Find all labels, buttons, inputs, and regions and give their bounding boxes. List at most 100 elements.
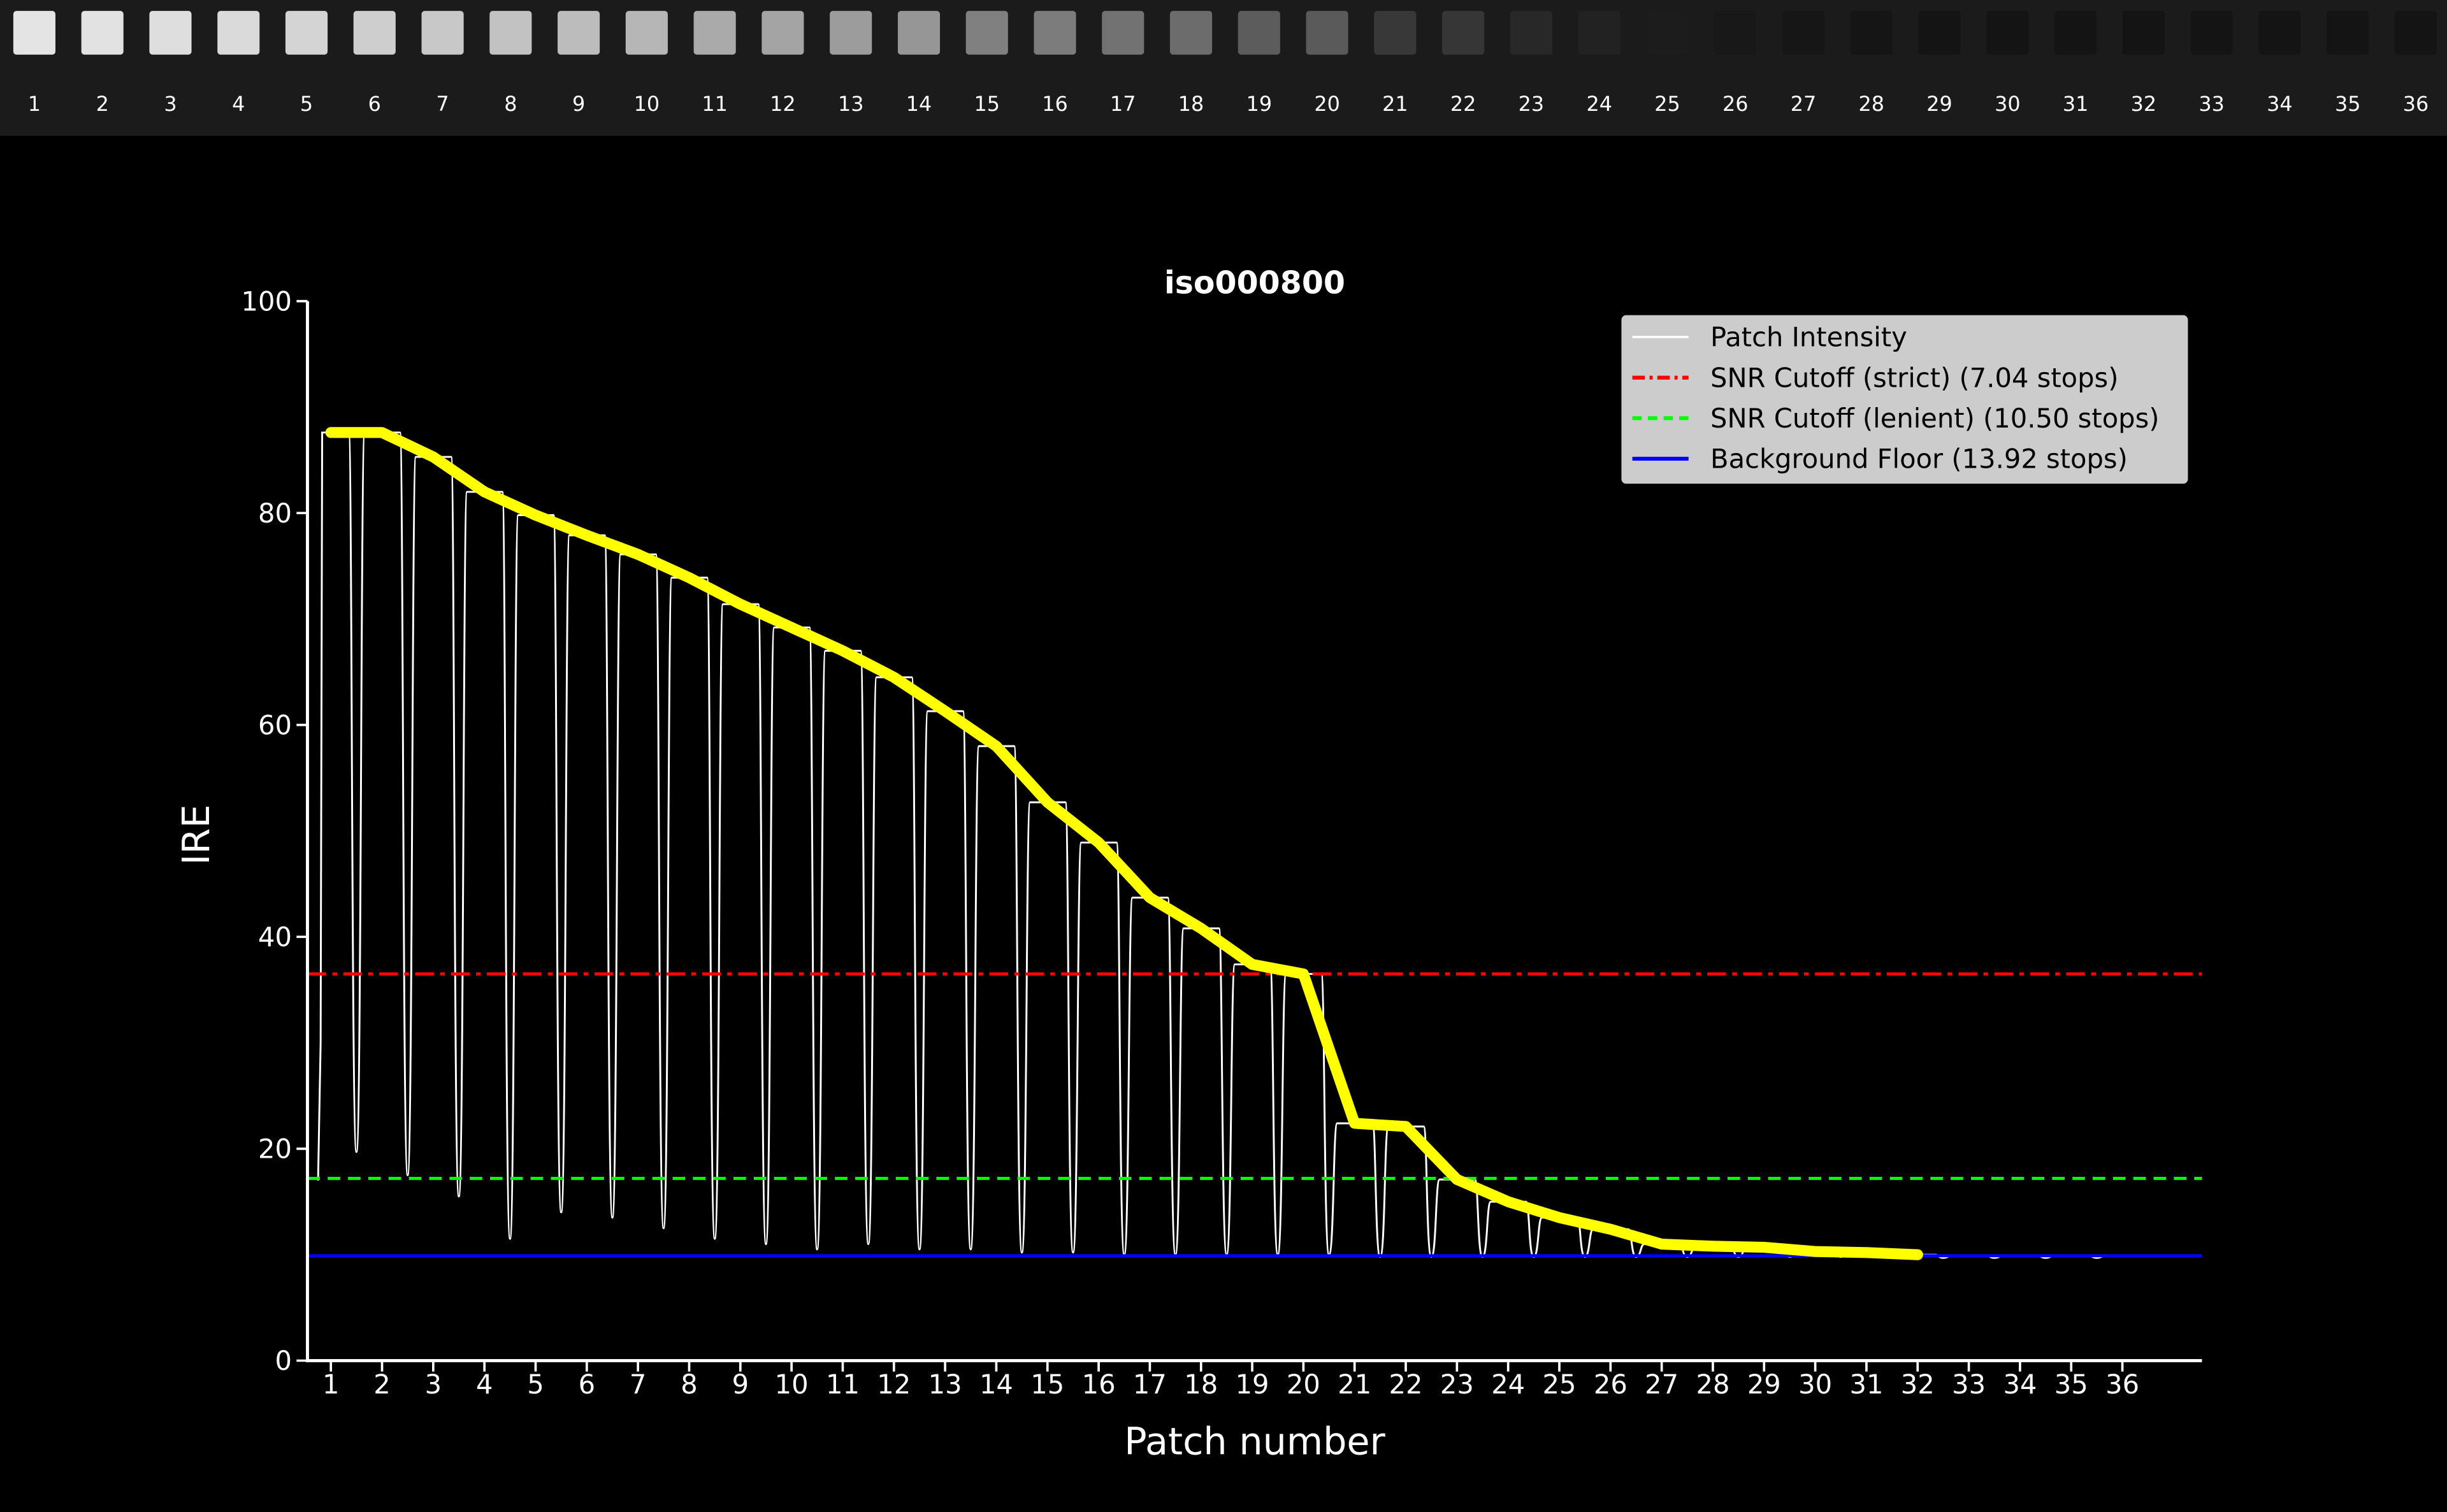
x-tick-label: 23 (1440, 1369, 1474, 1400)
strip-label: 2 (96, 92, 109, 116)
strip-patch (2054, 11, 2097, 55)
strip-patch (285, 11, 328, 55)
x-tick-label: 10 (775, 1369, 809, 1400)
x-tick-label: 16 (1082, 1369, 1116, 1400)
strip-label: 21 (1382, 92, 1408, 116)
strip-label: 31 (2063, 92, 2089, 116)
strip-patch (558, 11, 600, 55)
strip-patch (421, 11, 464, 55)
strip-patch (353, 11, 396, 55)
strip-label: 30 (1995, 92, 2021, 116)
strip-label: 11 (702, 92, 728, 116)
strip-label: 22 (1450, 92, 1476, 116)
x-tick-label: 18 (1184, 1369, 1218, 1400)
strip-patch (1578, 11, 1621, 55)
x-tick-label: 29 (1747, 1369, 1781, 1400)
y-tick-label: 60 (258, 709, 292, 740)
strip-label: 6 (368, 92, 381, 116)
x-tick-label: 19 (1236, 1369, 1269, 1400)
strip-patch (625, 11, 668, 55)
y-tick-label: 80 (258, 498, 292, 529)
x-tick-label: 20 (1287, 1369, 1320, 1400)
x-tick-label: 4 (476, 1369, 493, 1400)
x-tick-label: 6 (579, 1369, 595, 1400)
strip-label: 8 (504, 92, 517, 116)
y-tick-label: 100 (242, 285, 292, 317)
x-tick-label: 15 (1030, 1369, 1064, 1400)
x-tick-label: 26 (1594, 1369, 1628, 1400)
strip-patch (2327, 11, 2369, 55)
x-tick-label: 32 (1901, 1369, 1935, 1400)
strip-label: 18 (1178, 92, 1204, 116)
x-tick-label: 3 (425, 1369, 442, 1400)
strip-label: 7 (436, 92, 449, 116)
strip-label: 36 (2403, 92, 2429, 116)
x-tick-label: 2 (373, 1369, 390, 1400)
strip-label: 17 (1110, 92, 1136, 116)
y-axis-label: IRE (174, 805, 218, 865)
x-tick-label: 12 (877, 1369, 911, 1400)
strip-patch (830, 11, 872, 55)
strip-patch (762, 11, 804, 55)
strip-patch (693, 11, 736, 55)
strip-patch (149, 11, 192, 55)
x-tick-label: 11 (826, 1369, 860, 1400)
strip-label: 28 (1859, 92, 1885, 116)
x-tick-label: 5 (527, 1369, 544, 1400)
strip-patch (81, 11, 124, 55)
x-tick-label: 14 (979, 1369, 1013, 1400)
strip-label: 33 (2198, 92, 2225, 116)
strip-patch (2258, 11, 2301, 55)
strip-label: 29 (1926, 92, 1953, 116)
strip-label: 10 (634, 92, 660, 116)
y-tick-label: 40 (258, 921, 292, 953)
x-tick-label: 33 (1952, 1369, 1986, 1400)
x-tick-label: 7 (630, 1369, 646, 1400)
strip-patch (1646, 11, 1689, 55)
strip-patch (1918, 11, 1961, 55)
strip-label: 12 (770, 92, 796, 116)
strip-patch (1782, 11, 1825, 55)
strip-patch (965, 11, 1008, 55)
y-tick-label: 0 (275, 1345, 292, 1376)
patch-strip: 1 2 3 4 5 6 7 8 9 10 11 12 13 14 15 16 17 18 19 20 21 22 23 24 2… (0, 0, 2447, 136)
legend-label: Background Floor (13.92 stops) (1710, 443, 2128, 475)
chart-title: iso000800 (1164, 264, 1345, 301)
strip-patch (1170, 11, 1213, 55)
patch-intensity-line (317, 431, 2146, 1259)
x-axis-label: Patch number (1124, 1419, 1385, 1463)
strip-patch (13, 11, 55, 55)
x-tick-label: 9 (732, 1369, 749, 1400)
strip-label: 20 (1314, 92, 1340, 116)
strip-label: 25 (1654, 92, 1680, 116)
strip-label: 26 (1722, 92, 1749, 116)
x-tick-label: 31 (1849, 1369, 1883, 1400)
strip-label: 34 (2267, 92, 2293, 116)
strip-patch (489, 11, 532, 55)
strip-label: 5 (300, 92, 313, 116)
strip-patch (1986, 11, 2029, 55)
strip-patch (1034, 11, 1076, 55)
strip-label: 32 (2131, 92, 2157, 116)
strip-patch (1850, 11, 1893, 55)
strip-label: 4 (232, 92, 245, 116)
x-tick-label: 17 (1133, 1369, 1167, 1400)
legend: Patch Intensity SNR Cutoff (strict) (7.04… (1621, 315, 2188, 484)
patch-mean-line (325, 427, 1923, 1260)
x-tick-label: 24 (1491, 1369, 1525, 1400)
strip-patch (1714, 11, 1757, 55)
strip-patch (1238, 11, 1280, 55)
x-tick-label: 34 (2003, 1369, 2037, 1400)
x-tick-label: 30 (1798, 1369, 1832, 1400)
y-tick-label: 20 (258, 1134, 292, 1165)
strip-patch (217, 11, 260, 55)
x-tick-label: 27 (1645, 1369, 1678, 1400)
strip-label: 27 (1791, 92, 1817, 116)
strip-patch (2190, 11, 2233, 55)
x-tick-label: 21 (1338, 1369, 1371, 1400)
strip-label: 24 (1586, 92, 1612, 116)
strip-patch (1102, 11, 1144, 55)
strip-label: 23 (1519, 92, 1545, 116)
strip-label: 3 (164, 92, 177, 116)
